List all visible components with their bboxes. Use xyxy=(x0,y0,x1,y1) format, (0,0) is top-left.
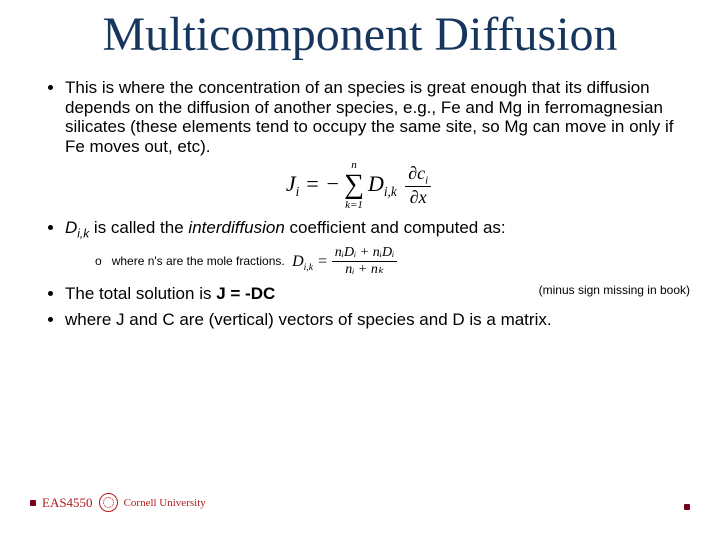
eq1-sum-bot: k=1 xyxy=(344,199,364,211)
b3-note: (minus sign missing in book) xyxy=(539,284,690,298)
eq1-num-sub: i xyxy=(425,174,428,186)
eq1-fraction: ∂ci ∂x xyxy=(405,163,431,209)
eq1-lhs: J xyxy=(286,170,296,195)
seal-icon xyxy=(99,493,118,512)
bullet-3: The total solution is J = -DC (minus sig… xyxy=(65,284,690,304)
eq2-den: nᵢ + nₖ xyxy=(332,262,398,278)
eq1-sum-top: n xyxy=(344,159,364,171)
b2-ital: interdiffusion xyxy=(188,218,284,237)
eq2-lhs-sub: i,k xyxy=(304,262,313,273)
bullet-4: where J and C are (vertical) vectors of … xyxy=(65,310,690,330)
eq2-lhs: D xyxy=(292,253,304,270)
eq1-den: ∂x xyxy=(405,187,431,208)
bullet-1: This is where the concentration of an sp… xyxy=(65,78,690,156)
bullet-2: Di,k is called the interdiffusion coeffi… xyxy=(65,218,690,278)
footer: EAS4550 Cornell University xyxy=(30,493,206,512)
sigma-icon: n∑k=1 xyxy=(344,169,364,201)
eq2-eq: = xyxy=(313,253,332,270)
sub1-text: where n's are the mole fractions. xyxy=(112,254,285,268)
b2-post: coefficient and computed as: xyxy=(285,218,506,237)
eq2-fraction: nᵢDᵢ + nᵢDᵢnᵢ + nₖ xyxy=(332,245,398,278)
eq2-num: nᵢDᵢ + nᵢDᵢ xyxy=(332,245,398,262)
footer-course: EAS4550 xyxy=(42,495,93,511)
sub-bullet-1: where n's are the mole fractions. Di,k =… xyxy=(95,245,690,278)
footer-university: Cornell University xyxy=(124,497,206,509)
b3-eq: J = -DC xyxy=(216,284,275,303)
bullet-icon xyxy=(30,500,36,506)
b2-D: D xyxy=(65,218,77,237)
bullet-icon-right xyxy=(684,504,690,510)
slide: Multicomponent Diffusion This is where t… xyxy=(0,0,720,540)
b2-sub: i,k xyxy=(77,227,89,241)
b3-pre: The total solution is xyxy=(65,284,216,303)
b2-mid: is called the xyxy=(89,218,188,237)
slide-title: Multicomponent Diffusion xyxy=(30,10,690,60)
equation-1: Ji = −n∑k=1Di,k ∂ci ∂x xyxy=(30,163,690,209)
eq1-D: D xyxy=(368,170,384,195)
eq1-num: ∂c xyxy=(408,163,425,183)
bullet-list: This is where the concentration of an sp… xyxy=(30,78,690,156)
eq1-lead: = − xyxy=(299,170,340,195)
equation-2: Di,k = nᵢDᵢ + nᵢDᵢnᵢ + nₖ xyxy=(292,245,397,278)
sub-list: where n's are the mole fractions. Di,k =… xyxy=(65,245,690,278)
eq1-D-sub: i,k xyxy=(384,184,397,199)
bullet-list-2: Di,k is called the interdiffusion coeffi… xyxy=(30,218,690,329)
